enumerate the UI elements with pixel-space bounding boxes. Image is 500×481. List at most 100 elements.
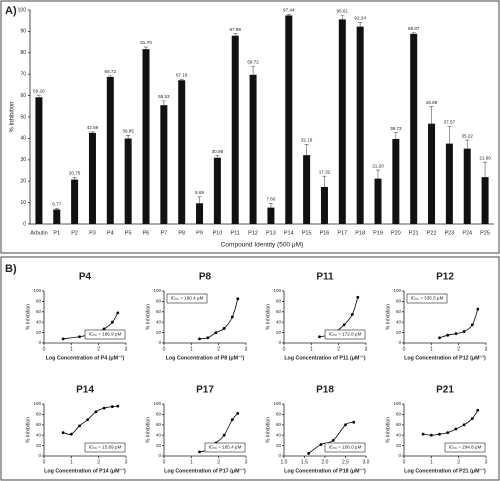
value-label: 67.16 xyxy=(176,72,188,77)
y-tick-label: 20 xyxy=(36,443,42,448)
x-tick-label: 2 xyxy=(97,459,100,465)
error-bar xyxy=(322,175,327,187)
error-bar xyxy=(376,169,380,179)
annotation-box xyxy=(324,329,366,340)
y-axis-label: % Inhibition xyxy=(385,417,391,443)
x-tick-label: 1 xyxy=(430,459,433,465)
y-tick-label: 60 xyxy=(396,422,402,427)
value-label: 21.20 xyxy=(372,163,384,168)
value-label: 17.32 xyxy=(319,169,331,174)
x-tick-label: P19 xyxy=(373,230,383,236)
x-tick-label: 1.5 xyxy=(301,459,308,465)
data-point xyxy=(307,452,310,455)
data-point xyxy=(476,307,480,311)
bar xyxy=(142,49,150,224)
data-point xyxy=(214,331,218,334)
x-tick-label: 0 xyxy=(403,459,406,465)
annotation: IC₅₀ = 15.89 μM xyxy=(89,445,122,450)
x-tick-label: 3 xyxy=(125,346,128,352)
y-tick-label: 60 xyxy=(156,422,162,427)
data-point xyxy=(102,406,106,410)
y-tick-label: 20 xyxy=(396,443,402,448)
bar xyxy=(356,26,364,224)
y-tick-label: 0 xyxy=(278,340,281,345)
x-tick-label: 2.0 xyxy=(322,459,329,465)
value-label: 69.72 xyxy=(247,59,259,64)
x-tick-label: P11 xyxy=(231,230,240,236)
y-tick-label: 20 xyxy=(276,443,282,448)
bar xyxy=(338,19,346,225)
x-tick-label: P24 xyxy=(462,230,472,236)
data-point xyxy=(61,337,65,341)
data-point xyxy=(236,411,240,415)
subplot-title: P21 xyxy=(436,385,454,396)
value-label: 55.53 xyxy=(158,94,170,99)
y-axis-label: % Inhibition xyxy=(145,304,151,330)
x-tick-label: 2 xyxy=(457,459,460,465)
data-point xyxy=(462,330,466,333)
x-tick-label: P22 xyxy=(427,230,437,236)
bar xyxy=(428,123,436,224)
error-bar xyxy=(36,94,41,98)
x-axis-label: Log Concentration of P17 (μM⁻¹) xyxy=(164,468,246,474)
y-tick-label: 100 xyxy=(393,401,401,406)
panel-label: A) xyxy=(5,5,17,17)
y-tick-label: 40 xyxy=(156,319,162,324)
data-point xyxy=(356,295,360,299)
x-tick-label: P25 xyxy=(480,230,490,236)
data-point xyxy=(476,408,480,412)
bar xyxy=(106,76,114,224)
bar xyxy=(88,132,96,224)
data-point xyxy=(116,404,120,408)
data-point xyxy=(454,332,458,336)
bar xyxy=(303,155,311,224)
data-point xyxy=(206,336,210,340)
x-tick-label: P2 xyxy=(71,230,78,236)
y-tick-label: 60 xyxy=(156,309,162,314)
data-point xyxy=(116,311,120,315)
annotation: IC₅₀ = 335.5 μM xyxy=(411,296,444,301)
data-point xyxy=(94,410,98,414)
annotation-box xyxy=(84,442,126,453)
y-tick-label: 60 xyxy=(396,309,402,314)
x-tick-label: P13 xyxy=(266,230,276,236)
y-tick-label: 20 xyxy=(276,330,282,335)
error-bar xyxy=(447,126,452,144)
x-axis-label: Log Concentration of P11 (μM⁻¹) xyxy=(284,355,366,361)
error-bar xyxy=(72,177,77,180)
bar xyxy=(481,177,489,224)
bar xyxy=(213,157,221,224)
data-point xyxy=(198,450,201,454)
bar xyxy=(196,203,204,224)
subplot-title: P11 xyxy=(316,272,334,283)
x-tick-label: 2.5 xyxy=(342,459,349,465)
bar xyxy=(445,143,453,224)
data-point xyxy=(230,418,234,421)
y-tick-label: 40 xyxy=(36,432,42,437)
data-point xyxy=(319,443,323,446)
error-bar xyxy=(54,208,59,210)
error-bar xyxy=(429,106,434,124)
value-label: 20.75 xyxy=(69,171,81,176)
fit-curve xyxy=(199,298,239,340)
x-tick-label: 0 xyxy=(163,459,166,465)
x-axis-label: Log Concentration of P18 (μM⁻¹) xyxy=(284,468,366,474)
x-tick-label: P15 xyxy=(302,230,312,236)
x-tick-label: P1 xyxy=(53,230,60,236)
y-tick-label: 40 xyxy=(396,319,402,324)
annotation-box xyxy=(406,293,448,304)
fit-curve xyxy=(63,405,118,435)
data-point xyxy=(102,327,106,331)
y-axis-label: % Inhibition xyxy=(10,101,16,132)
y-axis-label: % Inhibition xyxy=(265,304,271,330)
x-axis-label: Log Concentration of P21 (μM⁻¹) xyxy=(404,468,486,474)
value-label: 87.98 xyxy=(229,27,241,32)
y-tick-label: 100 xyxy=(18,7,27,13)
annotation-box xyxy=(84,329,126,340)
data-point xyxy=(78,335,81,339)
y-axis-label: % Inhibition xyxy=(25,304,31,330)
annotation-box xyxy=(204,442,246,453)
y-tick-label: 100 xyxy=(33,401,41,406)
data-point xyxy=(318,335,321,339)
x-tick-label: 2 xyxy=(337,346,340,352)
